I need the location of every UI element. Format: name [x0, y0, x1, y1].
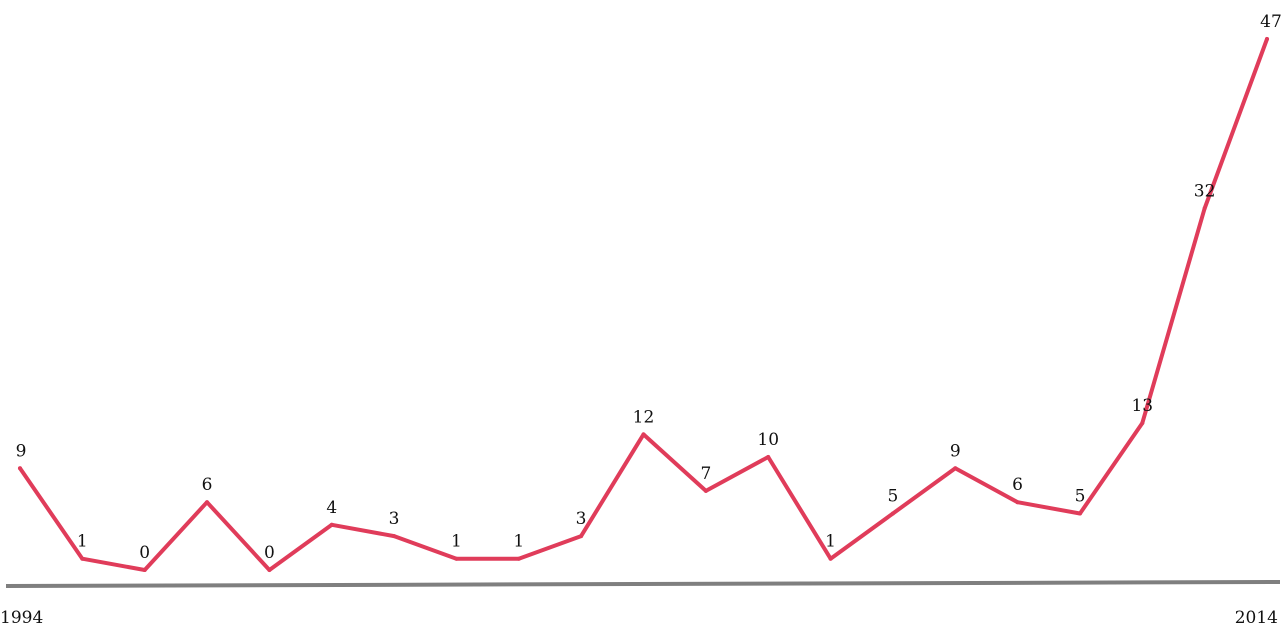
data-label-1995: 1	[77, 532, 88, 552]
data-label-2000: 3	[389, 509, 400, 529]
data-label-1999: 4	[326, 498, 337, 518]
data-label-1997: 6	[202, 475, 213, 495]
data-point-2010	[1015, 500, 1020, 505]
data-label-2002: 1	[513, 532, 524, 552]
data-label-2004: 12	[633, 407, 655, 427]
data-point-2005	[703, 488, 708, 493]
data-label-2013: 32	[1194, 182, 1216, 202]
data-point-2007	[828, 556, 833, 561]
data-label-2005: 7	[700, 464, 711, 484]
data-point-2012	[1140, 421, 1145, 426]
data-point-2003	[579, 534, 584, 539]
data-point-1995	[80, 556, 85, 561]
data-point-2000	[392, 534, 397, 539]
data-point-2002	[516, 556, 521, 561]
data-label-2001: 1	[451, 532, 462, 552]
data-point-2013	[1202, 206, 1207, 211]
data-point-2011	[1078, 511, 1082, 516]
x-axis-baseline	[5, 580, 1281, 588]
data-point-1996	[142, 568, 147, 572]
data-label-2009: 9	[950, 441, 961, 461]
data-label-1998: 0	[264, 543, 275, 563]
data-point-1997	[205, 500, 209, 505]
data-label-2014: 47	[1260, 12, 1282, 32]
data-point-2006	[766, 455, 771, 459]
data-point-2004	[641, 432, 646, 437]
data-label-2007: 1	[825, 532, 836, 552]
data-label-2011: 5	[1075, 487, 1086, 507]
data-label-2003: 3	[576, 509, 587, 529]
data-label-2010: 6	[1012, 475, 1023, 495]
data-label-1994: 9	[16, 441, 27, 461]
data-point-2001	[454, 556, 459, 561]
data-point-2008	[890, 511, 895, 516]
data-label-2008: 5	[887, 487, 898, 507]
data-label-2012: 13	[1131, 396, 1153, 416]
x-axis	[5, 580, 1281, 588]
data-point-1994	[18, 466, 22, 471]
data-label-1996: 0	[139, 543, 150, 563]
data-point-2014	[1265, 37, 1269, 41]
x-tick-label-start: 1994	[0, 608, 43, 624]
x-tick-label-end: 2014	[1235, 608, 1278, 624]
data-point-1998	[267, 568, 272, 572]
series-points	[18, 37, 1269, 572]
data-point-1999	[329, 522, 334, 527]
data-label-2006: 10	[757, 430, 779, 450]
data-point-2009	[953, 466, 958, 471]
